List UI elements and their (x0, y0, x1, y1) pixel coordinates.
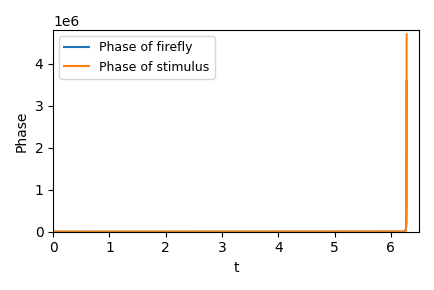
Phase of firefly (394, 230, 399, 233)
Phase of firefly (394, 230, 399, 233)
Legend: Phase of firefly, Phase of stimulus: Phase of firefly, Phase of stimulus (59, 37, 215, 79)
Phase of stimulus (213, 230, 218, 233)
Phase of stimulus (404, 33, 409, 36)
X-axis label: t: t (233, 261, 239, 275)
Phase of firefly (213, 230, 218, 233)
Phase of stimulus (69, 230, 74, 233)
Phase of firefly (404, 79, 409, 82)
Line: Phase of firefly: Phase of firefly (53, 81, 407, 232)
Phase of firefly (329, 230, 334, 233)
Phase of stimulus (329, 230, 334, 233)
Phase of stimulus (394, 230, 399, 233)
Phase of firefly (222, 230, 227, 233)
Phase of stimulus (222, 230, 227, 233)
Phase of stimulus (50, 230, 56, 233)
Phase of firefly (50, 230, 56, 233)
Phase of firefly (69, 230, 74, 233)
Line: Phase of stimulus: Phase of stimulus (53, 35, 407, 232)
Y-axis label: Phase: Phase (15, 110, 29, 152)
Phase of stimulus (394, 230, 399, 233)
